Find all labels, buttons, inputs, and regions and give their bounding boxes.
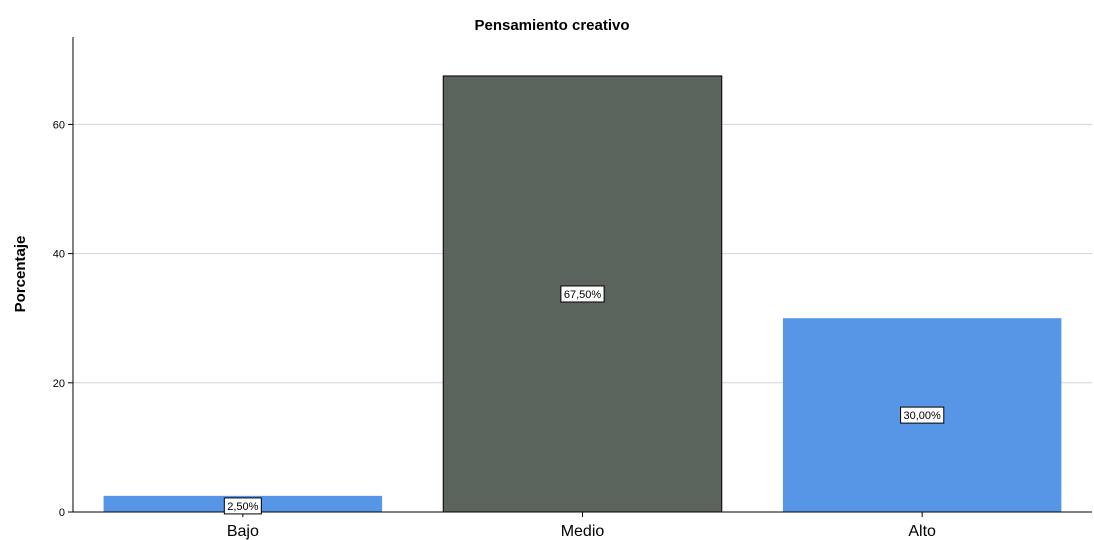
y-tick-label: 40 (53, 249, 65, 261)
x-tick-label: Medio (561, 523, 605, 540)
data-label: 30,00% (904, 410, 942, 422)
y-ticks: 0 20 40 60 (53, 119, 73, 519)
x-ticks: Bajo Medio Alto (227, 512, 936, 540)
x-tick-label: Bajo (227, 523, 259, 540)
y-tick-label: 20 (53, 378, 65, 390)
data-labels: 2,50% 67,50% 30,00% (223, 285, 945, 515)
data-label: 67,50% (564, 289, 602, 301)
data-label: 2,50% (227, 501, 258, 513)
y-tick-label: 60 (53, 119, 65, 131)
chart-title: Pensamiento creativo (474, 17, 629, 34)
y-tick-label: 0 (59, 507, 65, 519)
data-label-box (223, 497, 262, 515)
y-axis-label: Porcentaje (12, 236, 29, 313)
data-label-box (900, 406, 945, 424)
data-label-box (560, 285, 605, 303)
x-tick-label: Alto (908, 523, 936, 540)
